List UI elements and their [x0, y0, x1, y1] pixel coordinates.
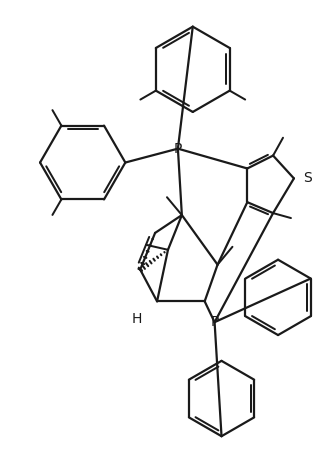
Text: P: P [174, 141, 182, 156]
Text: S: S [303, 172, 311, 185]
Text: P: P [211, 315, 219, 329]
Text: H: H [132, 312, 142, 326]
